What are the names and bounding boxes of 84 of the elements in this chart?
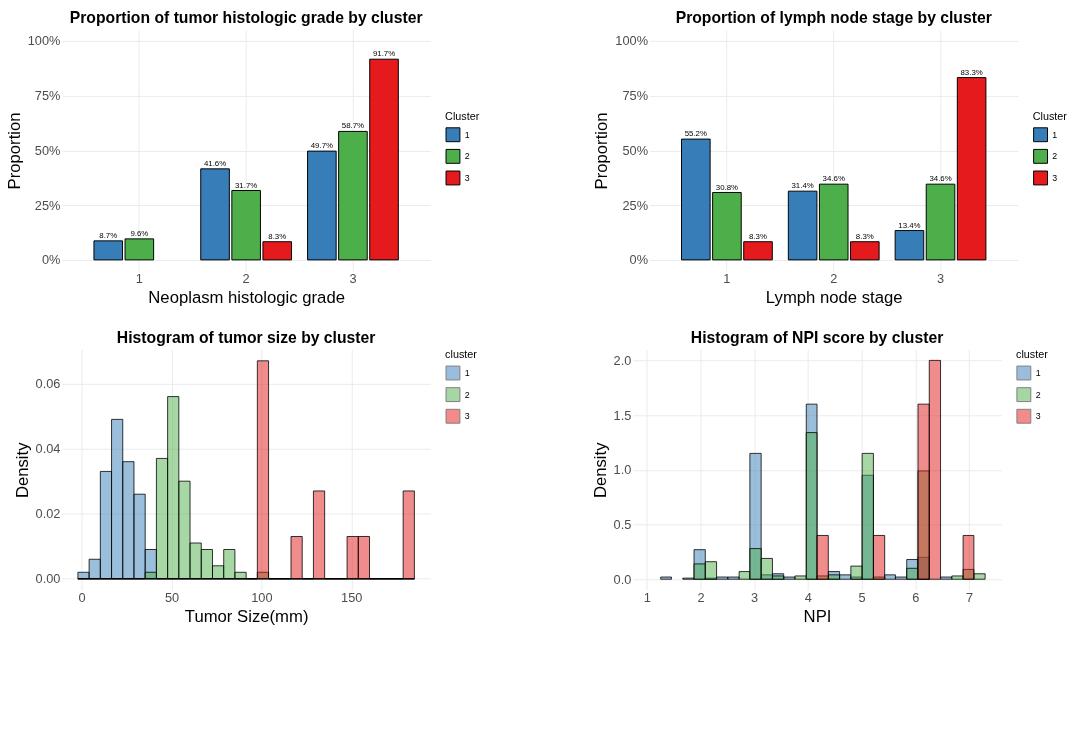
bar bbox=[894, 230, 925, 261]
x-tick-label: 1 bbox=[723, 271, 731, 287]
legend-label: 3 bbox=[1052, 172, 1058, 183]
data-label: 13.4% bbox=[898, 220, 921, 230]
x-axis-title: Lymph node stage bbox=[765, 287, 903, 307]
y-tick-label: 25% bbox=[34, 197, 61, 213]
legend-label: 1 bbox=[464, 367, 470, 378]
x-tick-label: 3 bbox=[751, 590, 759, 606]
data-label: 41.6% bbox=[203, 158, 227, 168]
x-tick-label: 3 bbox=[349, 271, 357, 287]
x-tick-label: 150 bbox=[341, 590, 363, 606]
y-tick-label: 100% bbox=[27, 33, 61, 49]
legend-label: 1 bbox=[464, 129, 470, 140]
data-label: 8.3% bbox=[268, 231, 287, 241]
x-tick-label: 1 bbox=[643, 590, 651, 606]
bar bbox=[925, 183, 956, 261]
x-tick-label: 0 bbox=[78, 590, 86, 606]
y-tick-label: 0.0 bbox=[613, 571, 632, 587]
x-tick-label: 3 bbox=[936, 271, 945, 287]
y-tick-label: 0.06 bbox=[35, 376, 61, 392]
legend-label: 2 bbox=[1052, 151, 1058, 162]
x-tick-label: 50 bbox=[164, 590, 180, 606]
data-label: 55.2% bbox=[684, 129, 707, 139]
data-label: 34.6% bbox=[929, 174, 952, 184]
data-label: 8.3% bbox=[749, 231, 767, 241]
y-tick-label: 0% bbox=[41, 252, 61, 268]
legend-label: 3 bbox=[1035, 411, 1041, 422]
legend-label: 3 bbox=[464, 172, 470, 183]
legend-label: 2 bbox=[464, 151, 470, 162]
data-label: 34.6% bbox=[822, 174, 845, 184]
y-tick-label: 25% bbox=[622, 197, 649, 213]
y-tick-label: 0% bbox=[629, 252, 649, 268]
x-tick-label: 4 bbox=[804, 590, 812, 606]
chart-title: Histogram of tumor size by cluster bbox=[116, 328, 376, 346]
data-label: 83.3% bbox=[960, 67, 983, 77]
y-tick-label: 1.5 bbox=[613, 407, 632, 423]
y-tick-label: 50% bbox=[34, 142, 61, 158]
data-label: 9.6% bbox=[130, 228, 149, 238]
x-tick-label: 2 bbox=[830, 271, 838, 287]
y-tick-label: 100% bbox=[615, 33, 649, 49]
y-tick-label: 75% bbox=[622, 88, 649, 104]
data-label: 8.3% bbox=[855, 231, 874, 241]
y-axis-title: Proportion bbox=[592, 112, 612, 190]
x-axis-title: Tumor Size(mm) bbox=[184, 607, 309, 627]
y-tick-label: 0.00 bbox=[35, 571, 61, 587]
y-tick-label: 0.04 bbox=[35, 441, 61, 457]
legend-title: Cluster bbox=[1032, 110, 1068, 122]
bar bbox=[956, 77, 987, 261]
y-tick-label: 75% bbox=[34, 88, 61, 104]
legend-title: Cluster bbox=[445, 110, 480, 122]
chart-title: Proportion of lymph node stage by cluster bbox=[675, 9, 992, 27]
x-tick-label: 2 bbox=[697, 590, 705, 606]
x-tick-label: 2 bbox=[242, 271, 250, 287]
y-axis-title: Proportion bbox=[4, 112, 24, 190]
data-label: 30.8% bbox=[715, 182, 739, 192]
x-tick-label: 100 bbox=[251, 590, 273, 606]
y-tick-label: 50% bbox=[622, 142, 649, 158]
x-tick-label: 6 bbox=[912, 590, 920, 606]
x-tick-label: 1 bbox=[135, 271, 143, 287]
y-tick-label: 0.5 bbox=[613, 516, 632, 532]
data-label: 58.7% bbox=[341, 121, 365, 131]
data-label: 49.7% bbox=[310, 141, 333, 151]
data-label: 31.4% bbox=[791, 181, 814, 191]
legend-title: cluster bbox=[445, 348, 478, 361]
legend-label: 2 bbox=[464, 389, 470, 400]
legend-label: 1 bbox=[1052, 129, 1058, 140]
y-tick-label: 2.0 bbox=[613, 352, 632, 368]
x-axis-title: Neoplasm histologic grade bbox=[148, 287, 345, 307]
legend-label: 3 bbox=[464, 411, 470, 422]
legend-label: 1 bbox=[1035, 367, 1041, 378]
legend-title: cluster bbox=[1015, 348, 1049, 361]
y-axis-title: Density bbox=[12, 441, 32, 499]
chart-title: Histogram of NPI score by cluster bbox=[690, 328, 944, 346]
y-tick-label: 1.0 bbox=[613, 462, 632, 478]
y-axis-title: Density bbox=[590, 441, 610, 499]
data-label: 8.7% bbox=[99, 230, 118, 240]
legend-label: 2 bbox=[1035, 389, 1041, 400]
data-label: 91.7% bbox=[372, 49, 396, 59]
data-label: 31.7% bbox=[234, 180, 258, 190]
x-axis-title: NPI bbox=[803, 607, 832, 627]
chart-title: Proportion of tumor histologic grade by cluster bbox=[69, 9, 423, 27]
x-tick-label: 5 bbox=[858, 590, 866, 606]
y-tick-label: 0.02 bbox=[35, 506, 61, 522]
x-tick-label: 7 bbox=[965, 590, 974, 606]
